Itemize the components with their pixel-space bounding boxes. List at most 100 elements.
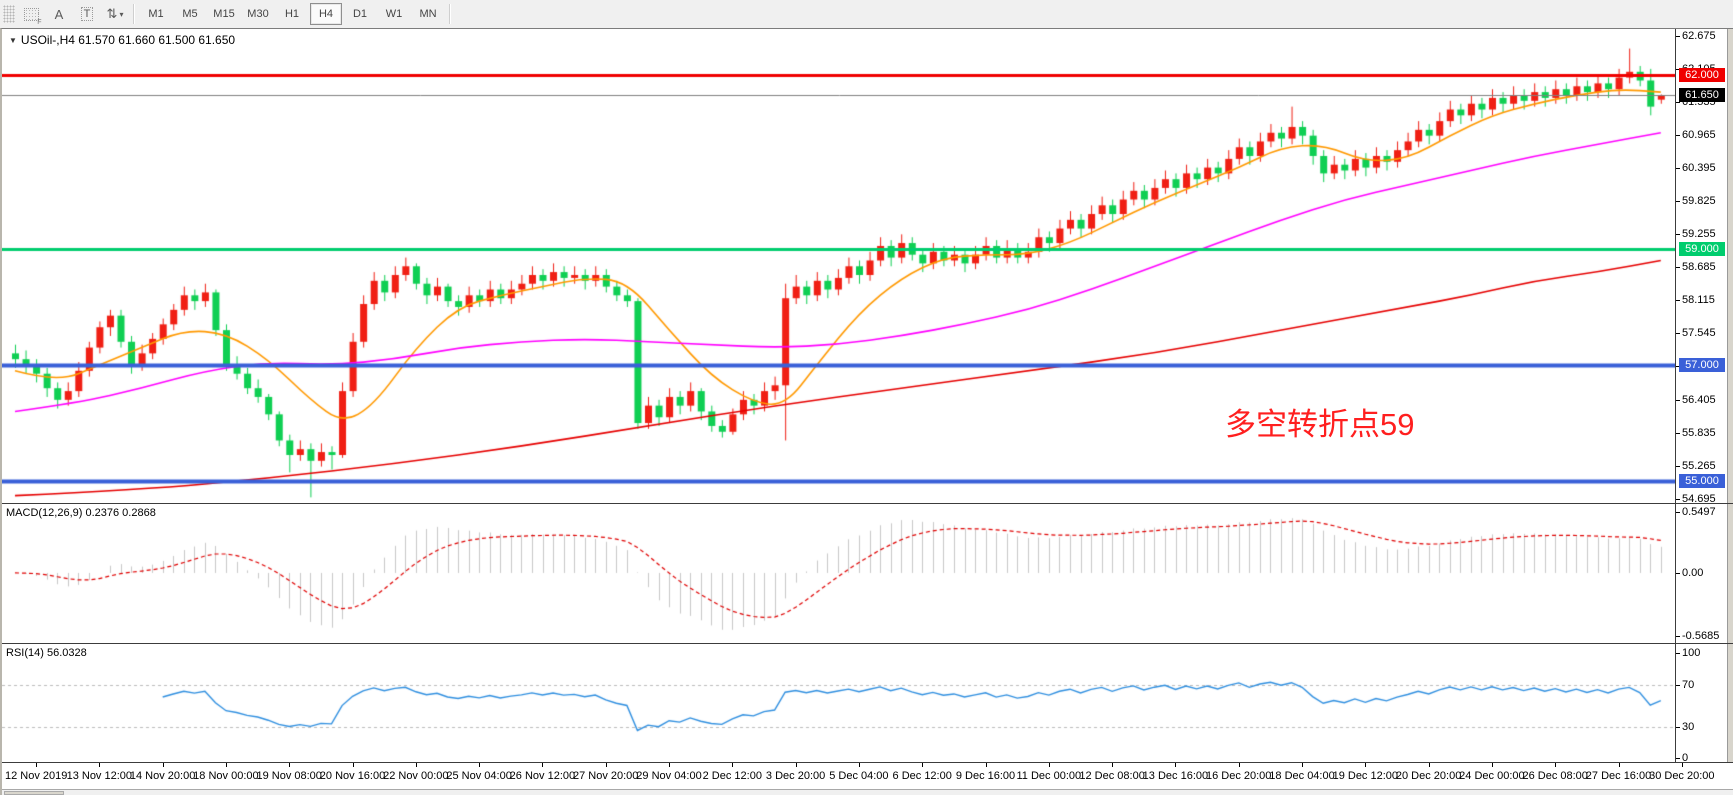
cursor-style-icon: ⇅	[106, 6, 118, 21]
rsi-label: RSI(14) 56.0328	[6, 647, 87, 659]
time-axis-label: 13 Dec 16:00	[1142, 770, 1209, 782]
rsi-pane: RSI(14) 56.0328 100 70 30 0	[2, 644, 1733, 763]
time-axis-tickmark	[795, 763, 797, 767]
timeframe-group: M1 M5 M15 M30 H1 H4 D1 W1 MN	[139, 3, 445, 25]
chart-title: ▼ USOil-,H4 61.570 61.660 61.500 61.650	[9, 33, 235, 47]
price-axis-tick: 55.265	[1682, 459, 1716, 472]
price-axis-tick: 55.835	[1682, 426, 1716, 439]
toolbar-drag-handle[interactable]	[3, 5, 15, 23]
price-axis-tickmark	[1676, 333, 1680, 335]
time-axis-label: 6 Dec 12:00	[892, 770, 952, 782]
time-axis-label: 20 Nov 16:00	[319, 770, 386, 782]
toolbar-separator	[449, 4, 451, 24]
price-axis-tickmark	[1676, 465, 1680, 467]
label-tool-button[interactable]: A	[45, 2, 73, 26]
price-axis-tick: 59.825	[1682, 194, 1716, 207]
price-axis-tick: 60.965	[1682, 128, 1716, 141]
price-level-label: 59.000	[1679, 241, 1725, 256]
time-axis-tickmark	[1048, 763, 1050, 767]
time-axis-label: 20 Dec 20:00	[1395, 770, 1462, 782]
macd-axis[interactable]: 0.5497 0.00 -0.5685	[1675, 504, 1733, 643]
time-axis-tickmark	[1238, 763, 1240, 767]
price-pane: ▼ USOil-,H4 61.570 61.660 61.500 61.650 多…	[2, 29, 1733, 504]
rsi-axis-tick: 0	[1682, 752, 1689, 763]
price-axis[interactable]: 62.67562.10561.53560.96560.39559.82559.2…	[1675, 29, 1733, 503]
time-axis-tickmark	[479, 763, 481, 767]
price-axis-tickmark	[1676, 101, 1680, 103]
time-axis-tickmark	[352, 763, 354, 767]
cursor-style-button[interactable]: ⇅ ▾	[101, 2, 129, 26]
price-axis-tick: 60.395	[1682, 161, 1716, 174]
macd-axis-tickmark	[1676, 636, 1680, 637]
timeframe-m15-button[interactable]: M15	[213, 8, 235, 20]
time-axis-tickmark	[415, 763, 417, 767]
time-axis-tickmark	[1365, 763, 1367, 767]
price-level-label: 61.650	[1679, 88, 1725, 102]
indicator-grid-f-button[interactable]	[17, 2, 45, 26]
text-tool-icon: T	[80, 7, 94, 21]
time-axis-tickmark	[225, 763, 227, 767]
macd-values: 0.2376 0.2868	[85, 507, 156, 519]
time-axis-tickmark	[162, 763, 164, 767]
rsi-axis[interactable]: 100 70 30 0	[1675, 644, 1733, 762]
time-axis-label: 27 Dec 16:00	[1585, 770, 1652, 782]
time-axis-tickmark	[99, 763, 101, 767]
text-tool-button[interactable]: T	[73, 2, 101, 26]
price-axis-tickmark	[1676, 267, 1680, 269]
time-axis-label: 12 Dec 08:00	[1079, 770, 1145, 782]
time-axis-tickmark	[542, 763, 544, 767]
time-axis-label: 18 Nov 00:00	[193, 770, 259, 782]
macd-axis-tickmark	[1676, 572, 1680, 574]
time-axis-label: 19 Dec 12:00	[1332, 770, 1399, 782]
bottom-scrollbar[interactable]	[2, 789, 1733, 795]
time-axis[interactable]: 12 Nov 2019 13 Nov 12:00 14 Nov 20:00 18 No…	[2, 763, 1733, 789]
annotation-text: 多空转折点59	[1225, 407, 1415, 442]
time-axis-label: 18 Dec 04:00	[1269, 770, 1335, 782]
time-axis-label: 12 Nov 2019	[5, 770, 68, 782]
timeframe-m5-button[interactable]: M5	[182, 8, 198, 20]
time-axis-label: 5 Dec 04:00	[829, 770, 889, 782]
rsi-name: RSI(14)	[6, 647, 44, 659]
time-axis-tickmark	[1428, 763, 1430, 767]
time-axis-label: 3 Dec 20:00	[765, 770, 826, 782]
timeframe-d1-button[interactable]: D1	[352, 8, 368, 20]
time-axis-label: 30 Dec 20:00	[1649, 770, 1715, 782]
scrollbar-thumb[interactable]	[4, 791, 64, 795]
rsi-chart-canvas[interactable]	[2, 644, 1677, 762]
time-axis-label: 25 Nov 04:00	[446, 770, 512, 782]
price-axis-tick: 58.115	[1682, 294, 1715, 307]
price-level-label: 55.000	[1679, 474, 1725, 489]
time-axis-tickmark	[669, 763, 670, 767]
chart-collapse-icon[interactable]: ▼	[9, 36, 17, 45]
price-chart-canvas[interactable]	[2, 29, 1677, 503]
rsi-axis-tick: 30	[1682, 720, 1695, 733]
price-level-label: 62.000	[1679, 67, 1725, 82]
macd-axis-tickmark	[1676, 512, 1680, 513]
time-axis-tickmark	[1618, 763, 1620, 767]
price-axis-tick: 58.685	[1682, 261, 1716, 274]
time-axis-tickmark	[985, 763, 987, 767]
chart-window: ▼ USOil-,H4 61.570 61.660 61.500 61.650 多…	[0, 28, 1733, 795]
macd-axis-tick: 0.00	[1682, 566, 1704, 579]
rsi-axis-tick: 100	[1682, 647, 1701, 659]
time-axis-label: 13 Nov 12:00	[66, 770, 133, 782]
timeframe-m30-button[interactable]: M30	[247, 8, 269, 20]
time-axis-tickmark	[1112, 763, 1114, 767]
label-tool-icon: A	[54, 6, 64, 22]
timeframe-w1-button[interactable]: W1	[385, 8, 403, 20]
time-axis-tickmark	[1175, 763, 1177, 767]
time-axis-tickmark	[1681, 763, 1683, 767]
timeframe-h1-button[interactable]: H1	[284, 8, 300, 20]
time-axis-tickmark	[36, 763, 37, 767]
price-axis-tickmark	[1676, 366, 1680, 368]
window-right-edge	[1727, 644, 1733, 762]
timeframe-mn-button[interactable]: MN	[419, 8, 437, 20]
price-axis-tickmark	[1676, 300, 1680, 302]
price-axis-tickmark	[1676, 167, 1680, 169]
macd-chart-canvas[interactable]	[2, 504, 1677, 643]
price-level-label: 57.000	[1679, 357, 1725, 372]
timeframe-m1-button[interactable]: M1	[148, 8, 164, 20]
timeframe-h4-button[interactable]: H4	[310, 3, 342, 25]
chevron-down-icon[interactable]: ▾	[119, 9, 124, 19]
